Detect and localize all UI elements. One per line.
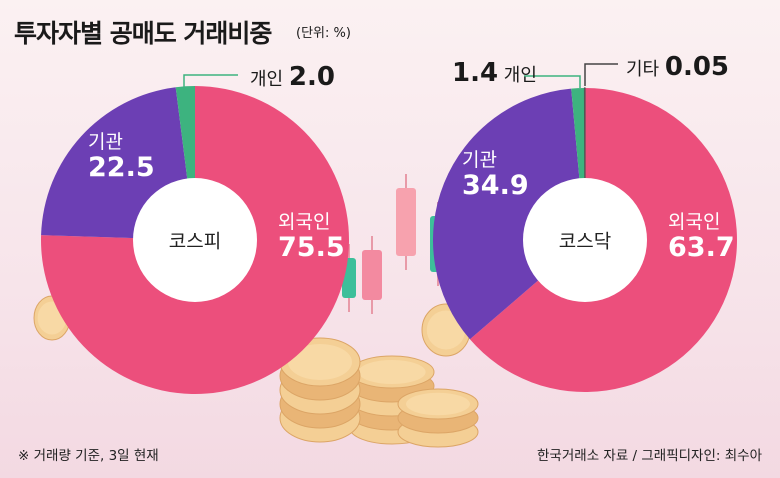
kosdaq-center-label: 코스닥 [558,230,612,253]
unit-label: (단위: %) [296,26,351,41]
kosdaq-donut [433,87,737,392]
coin-face [426,310,466,350]
candlestick [396,188,416,256]
kospi-center-label: 코스피 [168,230,222,253]
coin-face [406,392,470,416]
donut-hole [133,178,257,302]
kosdaq-foreign-label: 외국인 63.7 [668,211,735,263]
callout-line [524,75,581,88]
callout-line [183,74,238,90]
kosdaq-individual-callout: 1.4 개인 [452,58,537,88]
kospi-institution-label: 기관 22.5 [88,131,155,183]
kospi-individual-callout: 개인 2.0 [250,62,335,92]
chart-title: 투자자별 공매도 거래비중 [14,19,272,48]
callout-line [584,63,618,86]
callout-lines [183,63,618,90]
source-credit: 한국거래소 자료 / 그래픽디자인: 최수아 [537,448,762,464]
kospi-donut [41,86,350,395]
footnote: ※ 거래량 기준, 3일 현재 [18,448,159,464]
kospi-foreign-label: 외국인 75.5 [278,211,345,263]
slice-institution [433,88,585,340]
candlestick [362,250,382,300]
kosdaq-other-callout: 기타 0.05 [626,52,730,82]
donut-hole [523,178,647,302]
kosdaq-institution-label: 기관 34.9 [462,149,529,201]
coin-face [358,360,426,384]
coin-face [288,344,352,380]
